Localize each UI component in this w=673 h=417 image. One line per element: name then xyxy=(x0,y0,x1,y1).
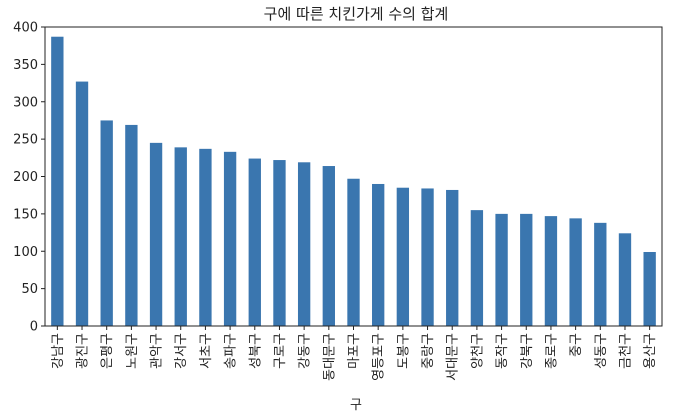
bar-18 xyxy=(495,213,508,326)
y-tick-label: 200 xyxy=(13,170,38,185)
bar-22 xyxy=(594,222,607,326)
x-tick-label: 도봉구 xyxy=(396,333,411,369)
y-tick-label: 0 xyxy=(30,320,38,335)
x-tick-label: 관악구 xyxy=(150,333,165,369)
y-tick-label: 350 xyxy=(13,58,38,73)
x-tick-label: 서대문구 xyxy=(446,333,461,381)
x-tick-label: 송파구 xyxy=(224,333,239,369)
x-tick-label: 성동구 xyxy=(594,333,609,369)
x-tick-label: 마포구 xyxy=(347,333,362,369)
bar-12 xyxy=(347,178,360,326)
x-tick-label: 영등포구 xyxy=(372,333,387,381)
bar-24 xyxy=(643,251,656,326)
x-tick-label: 동작구 xyxy=(495,333,510,369)
x-tick-label: 강동구 xyxy=(298,333,313,369)
x-axis: 강남구 광진구 은평구 노원구 관악구 강서구 서초구 송파구 성북구 구로구 강동구 동대문구 마포구… xyxy=(51,326,658,381)
y-tick-label: 300 xyxy=(13,95,38,110)
bar-4 xyxy=(149,142,163,326)
bar-21 xyxy=(569,218,582,326)
x-tick-label: 용산구 xyxy=(643,333,658,369)
bar-8 xyxy=(248,158,261,326)
x-tick-label: 노원구 xyxy=(125,333,140,369)
bar-23 xyxy=(618,233,632,326)
x-tick-label: 중랑구 xyxy=(421,333,436,369)
bar-2 xyxy=(100,120,113,326)
x-tick-label: 성북구 xyxy=(248,333,263,369)
bar-9 xyxy=(273,160,286,326)
bar-11 xyxy=(322,166,335,326)
y-tick-label: 400 xyxy=(13,21,38,36)
x-tick-label: 광진구 xyxy=(76,333,91,369)
bar-16 xyxy=(446,189,459,326)
bar-10 xyxy=(297,162,311,326)
plot-frame xyxy=(44,26,663,327)
y-axis: 0 50 100 150 200 250 300 350 400 xyxy=(13,21,45,335)
x-tick-label: 금천구 xyxy=(618,333,633,369)
y-tick-label: 250 xyxy=(13,133,38,148)
bar-6 xyxy=(199,148,212,326)
y-tick-label: 50 xyxy=(21,282,38,297)
x-tick-label: 은평구 xyxy=(100,333,115,369)
bar-17 xyxy=(470,210,484,326)
bar-13 xyxy=(372,183,385,326)
bar-1 xyxy=(75,81,89,326)
bar-0 xyxy=(51,36,64,326)
bar-20 xyxy=(544,216,558,326)
x-tick-label: 강북구 xyxy=(520,333,535,369)
x-tick-label: 강남구 xyxy=(51,333,66,369)
bar-14 xyxy=(396,187,410,326)
bars-group xyxy=(51,36,656,326)
bar-15 xyxy=(421,188,434,326)
bar-5 xyxy=(174,147,187,326)
x-tick-label: 동대문구 xyxy=(322,333,337,381)
x-tick-label: 구로구 xyxy=(273,333,288,369)
y-tick-label: 150 xyxy=(13,207,38,222)
y-tick-label: 100 xyxy=(13,245,38,260)
bar-7 xyxy=(223,151,237,326)
x-tick-label: 서초구 xyxy=(199,333,214,369)
x-axis-label: 구 xyxy=(350,398,362,413)
x-tick-label: 중구 xyxy=(569,333,584,357)
bar-3 xyxy=(125,124,138,326)
bar-19 xyxy=(520,213,533,326)
x-tick-label: 강서구 xyxy=(174,333,189,369)
x-tick-label: 양천구 xyxy=(470,333,485,369)
chart-title: 구에 따른 치킨가게 수의 합계 xyxy=(264,5,449,23)
x-tick-label: 종로구 xyxy=(544,333,559,369)
